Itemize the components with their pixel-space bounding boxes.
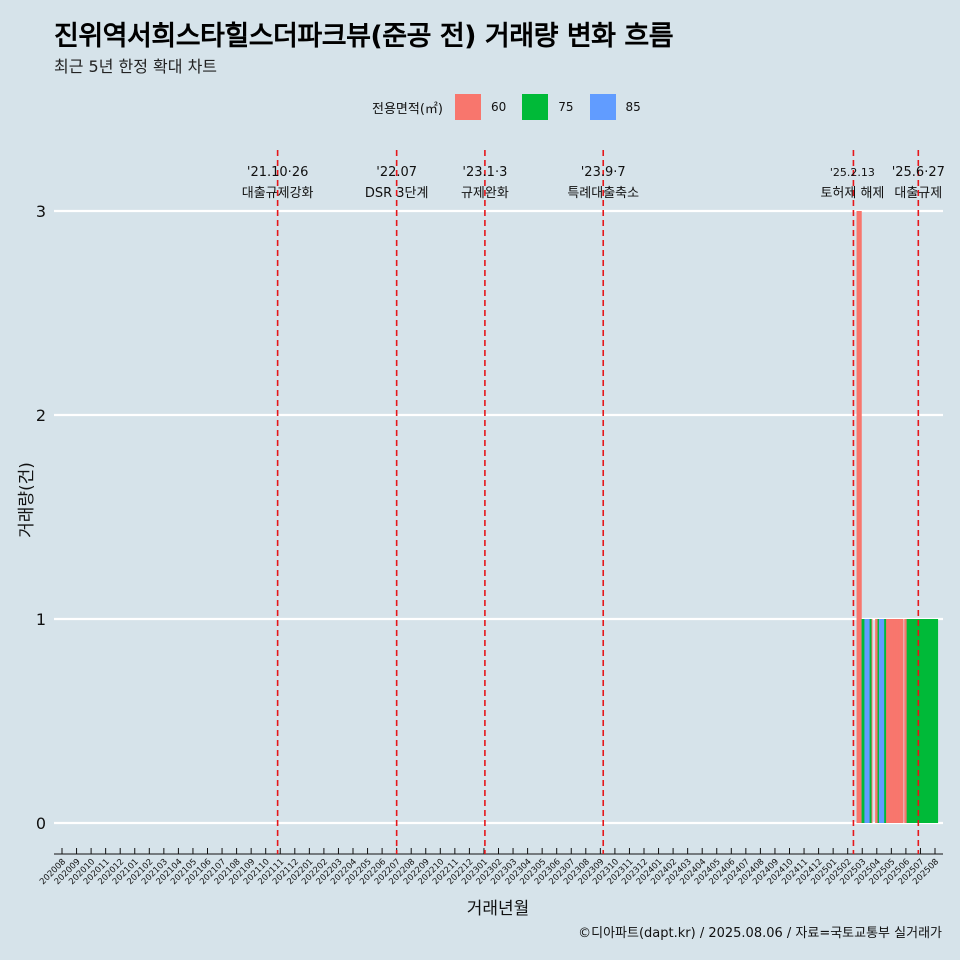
event-date-label: '23.1·3: [462, 165, 507, 180]
y-tick-label: 0: [36, 814, 46, 833]
source-footer: ©디아파트(dapt.kr) / 2025.08.06 / 자료=국토교통부 실…: [578, 926, 942, 941]
bar-75: [861, 619, 867, 823]
y-tick-label: 2: [36, 406, 46, 425]
legend-swatch-75: [522, 94, 549, 120]
legend-label-60: 60: [490, 100, 507, 114]
event-name-label: DSR 3단계: [365, 186, 429, 201]
legend-swatch-60: [454, 94, 481, 120]
legend-title: 전용면적(㎡): [372, 101, 443, 117]
event-name-label: 대출규제: [894, 186, 942, 201]
legend: 전용면적(㎡) 60 75 85: [372, 93, 657, 121]
legend-item-75: 75: [522, 94, 585, 120]
legend-item-85: 85: [589, 94, 653, 120]
chart-title: 진위역서희스타힐스더파크뷰(준공 전) 거래량 변화 흐름: [54, 21, 674, 52]
event-date-label: '21.10·26: [247, 165, 308, 180]
event-name-label: 대출규제강화: [242, 186, 314, 201]
legend-item-60: 60: [454, 94, 518, 120]
legend-label-75: 75: [558, 100, 574, 114]
bar-60: [898, 619, 904, 823]
bar-85: [878, 619, 885, 823]
y-tick-label: 1: [36, 610, 46, 629]
event-name-label: 특례대출축소: [567, 186, 639, 201]
chart-subtitle: 최근 5년 한정 확대 차트: [54, 57, 218, 76]
event-name-label: 규제완화: [461, 186, 509, 201]
legend-label-85: 85: [625, 100, 641, 114]
bar-85: [864, 619, 870, 823]
y-axis-title: 거래량(건): [17, 462, 37, 538]
event-date-label: '22.07: [376, 165, 417, 180]
bar-75: [932, 619, 939, 823]
bar-60: [856, 211, 862, 823]
legend-swatch-85: [589, 94, 616, 120]
bar-60: [886, 619, 892, 823]
event-date-label: '25.6·27: [892, 165, 945, 180]
event-name-label: 토허제 해제: [820, 186, 884, 201]
y-tick-label: 3: [36, 202, 46, 221]
x-axis-title: 거래년월: [467, 899, 530, 919]
event-date-label: '25.2.13: [830, 166, 875, 179]
event-date-label: '23.9·7: [581, 165, 626, 180]
